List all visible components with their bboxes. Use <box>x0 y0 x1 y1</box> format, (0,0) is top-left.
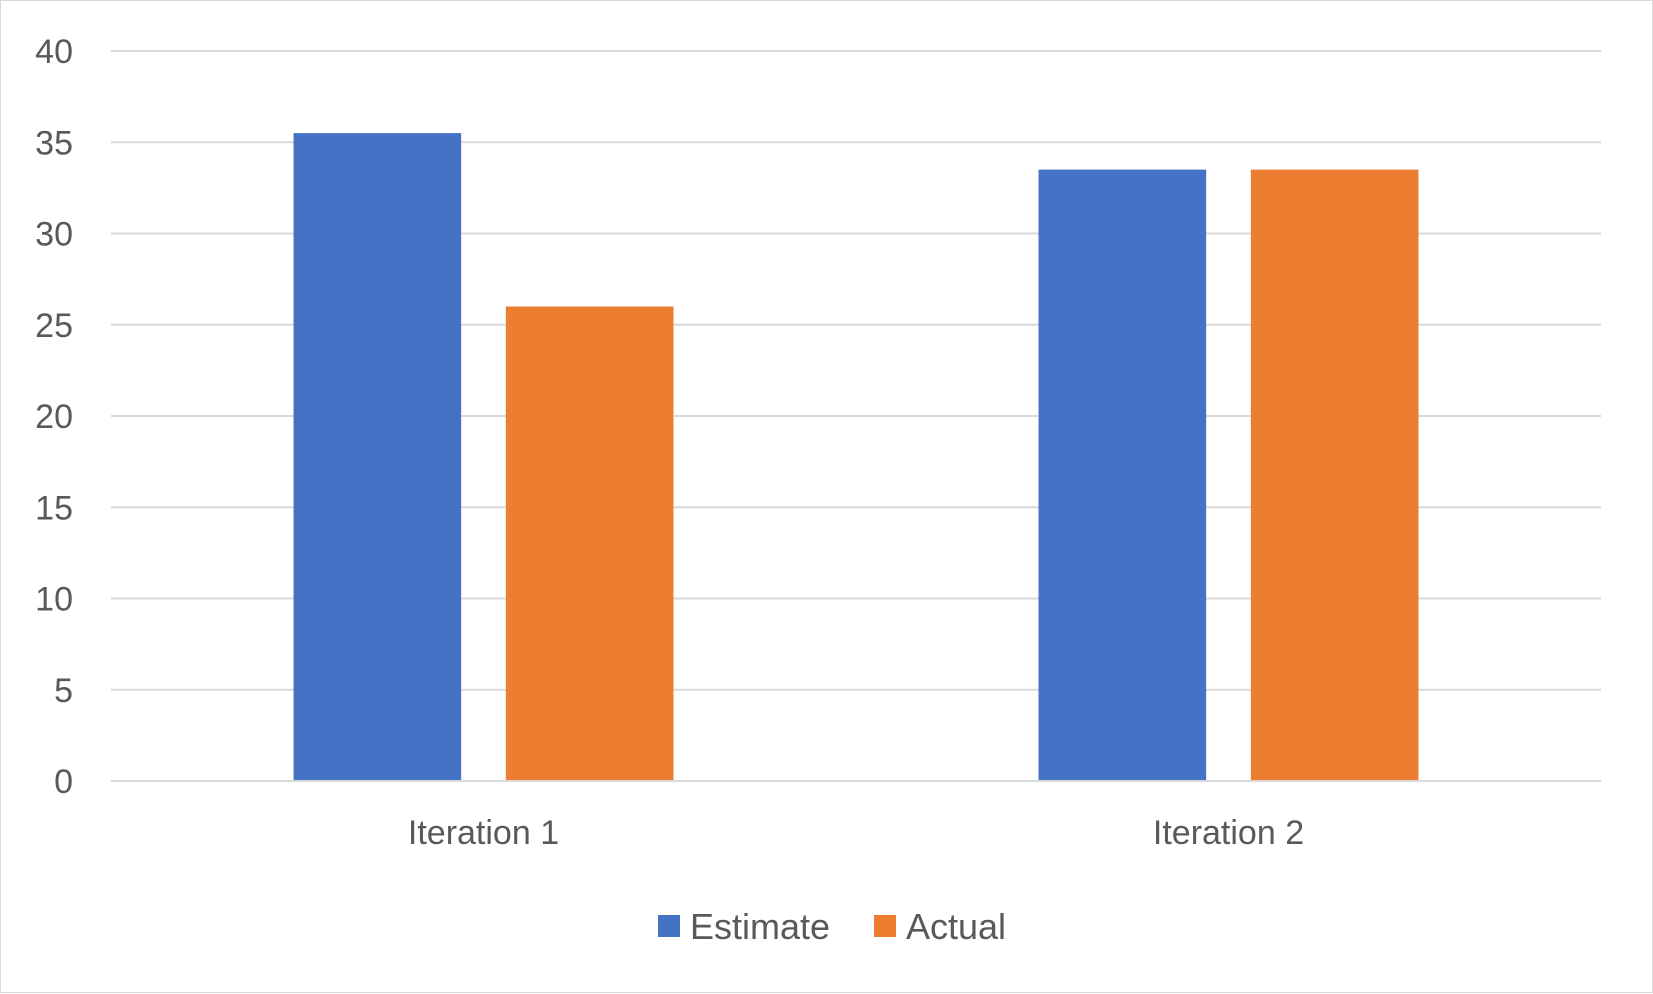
y-tick-label: 5 <box>54 672 73 710</box>
y-tick-label: 10 <box>35 581 73 619</box>
y-axis-tick-labels: 0 5 10 15 20 25 30 35 40 <box>35 33 73 801</box>
bars <box>293 133 1419 781</box>
y-tick-label: 0 <box>54 763 73 801</box>
y-tick-label: 30 <box>35 216 73 254</box>
y-tick-label: 15 <box>35 489 73 527</box>
legend-swatch-actual <box>874 915 896 937</box>
y-tick-label: 40 <box>35 33 73 71</box>
x-tick-label: Iteration 1 <box>408 814 559 852</box>
bar-actual-2 <box>1250 169 1419 781</box>
bar-estimate-1 <box>293 133 462 781</box>
legend: Estimate Actual <box>658 906 1006 947</box>
x-tick-label: Iteration 2 <box>1153 814 1304 852</box>
legend-label-estimate: Estimate <box>690 906 830 947</box>
legend-swatch-estimate <box>658 915 680 937</box>
legend-label-actual: Actual <box>906 906 1006 947</box>
bar-actual-1 <box>505 306 674 781</box>
y-tick-label: 25 <box>35 307 73 345</box>
x-axis-tick-labels: Iteration 1 Iteration 2 <box>408 814 1304 852</box>
y-tick-label: 35 <box>35 124 73 162</box>
y-tick-label: 20 <box>35 398 73 436</box>
bar-estimate-2 <box>1038 169 1207 781</box>
